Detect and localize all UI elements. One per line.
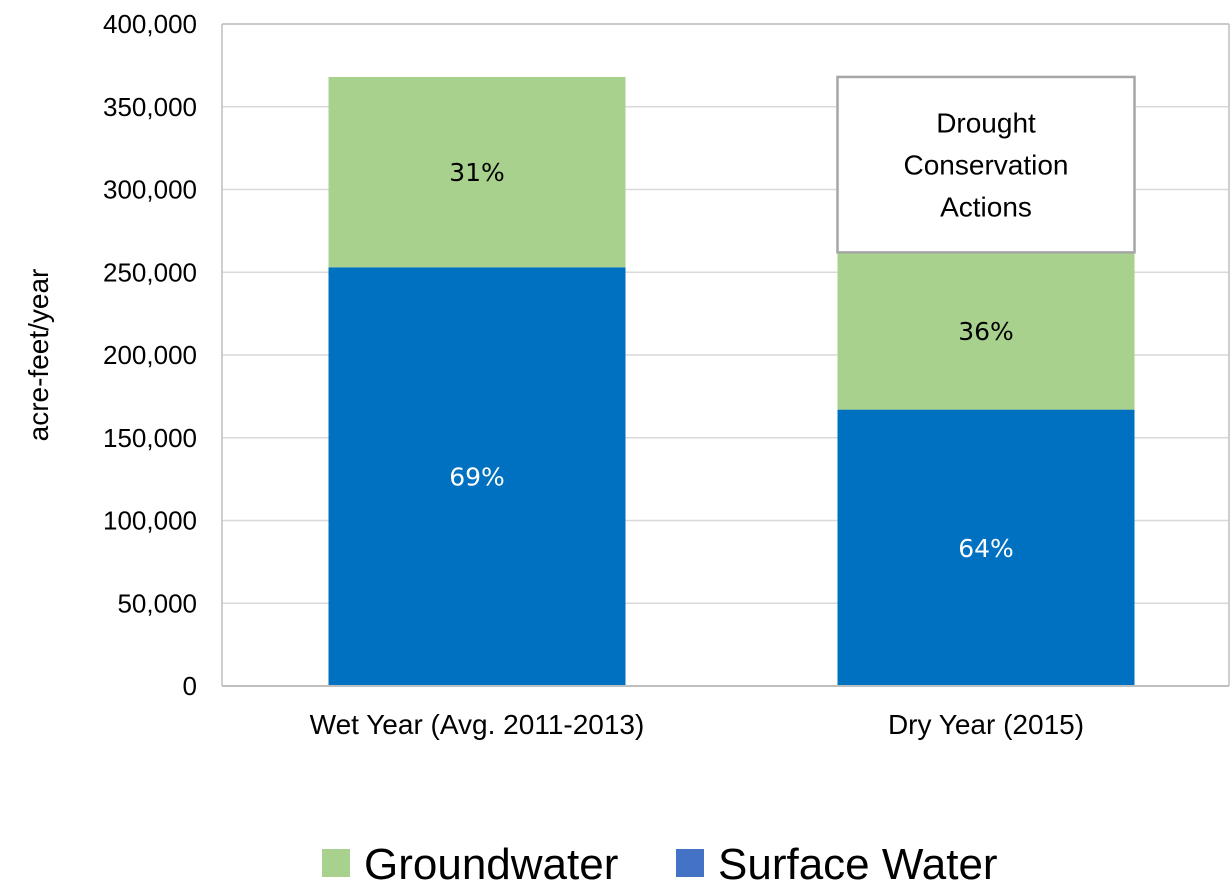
data-label: 64% bbox=[958, 534, 1014, 563]
labels: 0 50,000 100,000 150,000 200,000 250,000 300,0… bbox=[103, 9, 1084, 740]
bars bbox=[328, 75, 1136, 686]
x-category-label: Dry Year (2015) bbox=[888, 709, 1084, 740]
legend-swatch bbox=[322, 849, 350, 877]
annotation-text: Drought bbox=[936, 108, 1036, 139]
y-tick-label: 200,000 bbox=[103, 340, 197, 370]
y-tick-label: 150,000 bbox=[103, 423, 197, 453]
axes bbox=[221, 23, 1230, 687]
data-label: 36% bbox=[958, 317, 1014, 346]
annotation-text: Actions bbox=[940, 192, 1032, 223]
data-label: 31% bbox=[449, 158, 505, 187]
legend: Groundwater Surface Water bbox=[322, 840, 998, 889]
annotation-text: Conservation bbox=[904, 150, 1069, 181]
legend-label: Surface Water bbox=[718, 840, 998, 889]
y-tick-label: 0 bbox=[183, 671, 197, 701]
y-tick-label: 350,000 bbox=[103, 92, 197, 122]
bar-groundwater bbox=[837, 252, 1135, 410]
annotation-box bbox=[836, 75, 1136, 254]
y-tick-label: 400,000 bbox=[103, 9, 197, 39]
y-tick-label: 100,000 bbox=[103, 506, 197, 536]
data-label: 69% bbox=[449, 463, 505, 492]
y-axis-title: acre-feet/year bbox=[23, 269, 54, 442]
bar-groundwater bbox=[328, 76, 626, 268]
y-tick-label: 300,000 bbox=[103, 175, 197, 205]
x-category-label: Wet Year (Avg. 2011-2013) bbox=[310, 709, 645, 740]
legend-swatch bbox=[676, 849, 704, 877]
y-tick-label: 50,000 bbox=[117, 588, 197, 618]
y-tick-label: 250,000 bbox=[103, 257, 197, 287]
legend-label: Groundwater bbox=[364, 840, 618, 889]
bar-surface-water bbox=[328, 267, 626, 686]
bar-surface-water bbox=[837, 409, 1135, 686]
